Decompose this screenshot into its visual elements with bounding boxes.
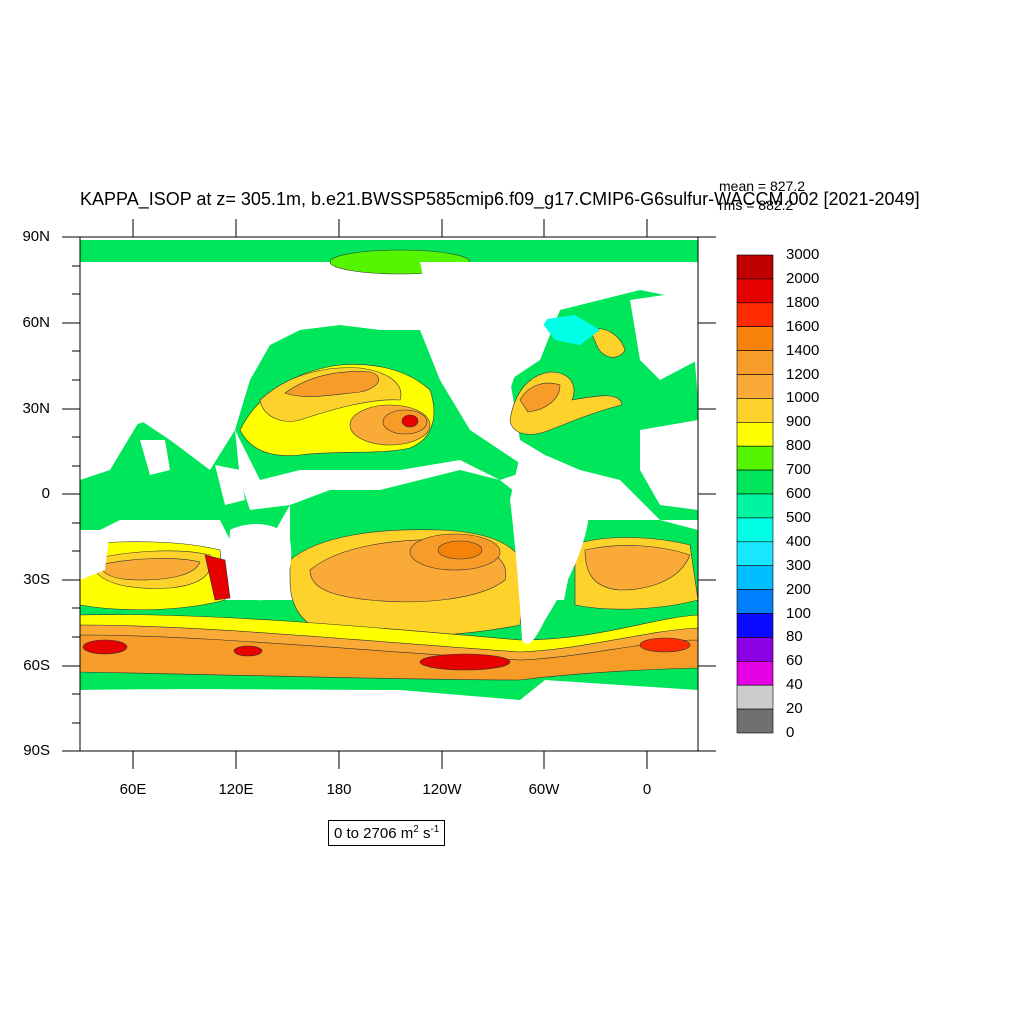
colorbar-box <box>736 684 774 710</box>
colorbar-label: 40 <box>786 676 803 694</box>
colorbar-box <box>736 541 774 566</box>
lon-label-60e: 60E <box>119 781 147 798</box>
colorbar-box <box>736 302 774 327</box>
colorbar-box <box>736 660 774 686</box>
colorbar-box <box>736 517 774 543</box>
map-field <box>80 237 698 751</box>
range-mid: s <box>418 825 431 842</box>
lon-label-180: 180 <box>326 781 352 798</box>
colorbar-box <box>736 374 774 399</box>
colorbar-box <box>736 565 774 590</box>
lon-label-60w: 60W <box>528 781 560 798</box>
colorbar-label: 1200 <box>786 365 820 383</box>
colorbar-label: 0 <box>786 724 795 741</box>
colorbar-box <box>736 445 774 471</box>
colorbar-box <box>736 589 774 614</box>
colorbar-label: 80 <box>786 628 803 646</box>
colorbar-label: 100 <box>786 604 812 622</box>
lat-label-eq: 0 <box>41 485 50 502</box>
colorbar-box <box>736 254 774 280</box>
colorbar-label: 800 <box>786 437 812 455</box>
colorbar-label: 60 <box>786 652 803 670</box>
lat-label-30n: 30N <box>22 400 50 417</box>
colorbar-label: 3000 <box>786 246 820 263</box>
range-label: 0 to 2706 m2 s-1 <box>328 820 446 846</box>
colorbar-label: 1000 <box>786 389 820 407</box>
range-prefix: 0 to 2706 m <box>334 825 414 842</box>
colorbar-box <box>736 350 774 375</box>
lon-label-120w: 120W <box>422 781 462 798</box>
land-masses <box>80 262 698 751</box>
colorbar-label: 1800 <box>786 293 820 311</box>
colorbar-box <box>736 398 774 423</box>
colorbar-box <box>736 469 774 495</box>
lon-ticks <box>132 219 648 769</box>
colorbar-label: 300 <box>786 556 812 574</box>
lon-label-0: 0 <box>642 781 652 798</box>
colorbar-label: 900 <box>786 413 812 431</box>
indian-ocean <box>80 420 290 560</box>
colorbar-label: 1400 <box>786 341 820 359</box>
lat-label-60n: 60N <box>22 314 50 331</box>
range-exp2: -1 <box>430 824 440 835</box>
colorbar-label: 2000 <box>786 269 820 287</box>
colorbar-box <box>736 493 774 519</box>
colorbar-label: 20 <box>786 700 803 718</box>
colorbar-box <box>736 278 774 304</box>
lat-label-90s: 90S <box>23 742 50 759</box>
colorbar-box <box>736 421 774 447</box>
colorbar-label: 400 <box>786 532 812 550</box>
colorbar-label: 1600 <box>786 317 820 335</box>
colorbar-box <box>736 637 774 662</box>
colorbar-label: 700 <box>786 461 812 479</box>
colorbar-box <box>736 613 774 638</box>
mean-stat: mean = 827.2 <box>719 178 806 194</box>
lon-label-120e: 120E <box>218 781 254 798</box>
colorbar-label: 200 <box>786 580 812 598</box>
lat-ticks <box>62 236 716 752</box>
rms-stat: rms = 882.2 <box>719 197 794 213</box>
colorbar-label: 600 <box>786 485 812 502</box>
lat-minor-ticks <box>72 265 80 724</box>
lat-label-90n: 90N <box>22 228 50 245</box>
colorbar-box <box>736 708 774 734</box>
lat-label-30s: 30S <box>23 571 50 588</box>
colorbar-box <box>736 326 774 351</box>
colorbar-label: 500 <box>786 508 812 526</box>
plot-title: KAPPA_ISOP at z= 305.1m, b.e21.BWSSP585c… <box>80 189 920 209</box>
range-exp1: 2 <box>413 824 419 835</box>
lat-label-60s: 60S <box>23 657 50 674</box>
colorbar <box>736 254 774 734</box>
